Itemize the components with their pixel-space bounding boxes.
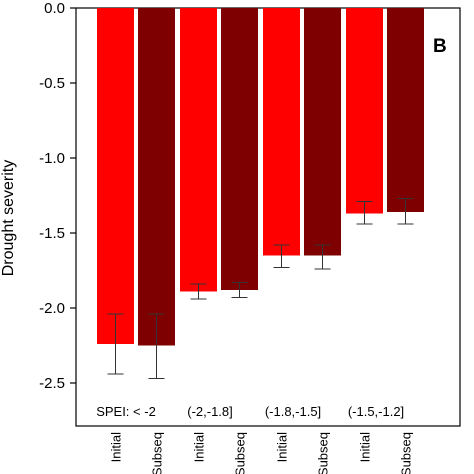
bar-initial-3 xyxy=(263,8,300,256)
x-tick-label: Subseq xyxy=(233,432,248,474)
error-bar xyxy=(107,313,124,375)
y-tick-label: -1.0 xyxy=(39,150,65,167)
x-tick-label: Initial xyxy=(192,432,207,462)
error-bar xyxy=(273,244,290,268)
y-axis-label: Drought severity xyxy=(0,160,17,277)
y-tick-label: -2.0 xyxy=(39,300,65,317)
error-bar xyxy=(356,201,373,225)
y-tick-label: 0.0 xyxy=(44,0,65,17)
x-tick-label: Subseq xyxy=(150,432,165,474)
x-category-labels: Initial Subseq Initial Subseq Initial Subseq I… xyxy=(109,432,414,474)
error-bar xyxy=(148,313,165,379)
y-tick-label: -1.5 xyxy=(39,225,65,242)
error-bar xyxy=(314,244,331,270)
error-bar xyxy=(397,198,414,225)
x-tick-label: Subseq xyxy=(316,432,331,474)
panel-label: B xyxy=(433,36,447,57)
x-tick-label: Initial xyxy=(358,432,373,462)
group-label: (-2,-1.8] xyxy=(187,404,233,419)
bar-subseq-3 xyxy=(304,8,341,256)
group-label: SPEI: < -2 xyxy=(96,404,156,419)
x-tick-label: Initial xyxy=(109,432,124,462)
bar-subseq-2 xyxy=(221,8,258,290)
error-bars xyxy=(107,198,414,379)
y-tick-label: -0.5 xyxy=(39,75,65,92)
group-label: (-1.8,-1.5] xyxy=(265,404,321,419)
x-tick-label: Subseq xyxy=(399,432,414,474)
bar-initial-1 xyxy=(97,8,134,344)
bar-initial-4 xyxy=(346,8,383,214)
y-tick-label: -2.5 xyxy=(39,375,65,392)
y-axis: 0.0 -0.5 -1.0 -1.5 -2.0 -2.5 xyxy=(39,0,76,392)
bar-initial-2 xyxy=(180,8,217,292)
x-tick-label: Initial xyxy=(275,432,290,462)
error-bar xyxy=(231,282,248,298)
bar-subseq-1 xyxy=(138,8,175,346)
error-bar xyxy=(190,283,207,300)
group-label: (-1.5,-1.2] xyxy=(348,404,404,419)
group-labels: SPEI: < -2 (-2,-1.8] (-1.8,-1.5] (-1.5,-1.2… xyxy=(96,404,404,419)
bar-subseq-4 xyxy=(387,8,424,212)
bars xyxy=(97,8,424,346)
